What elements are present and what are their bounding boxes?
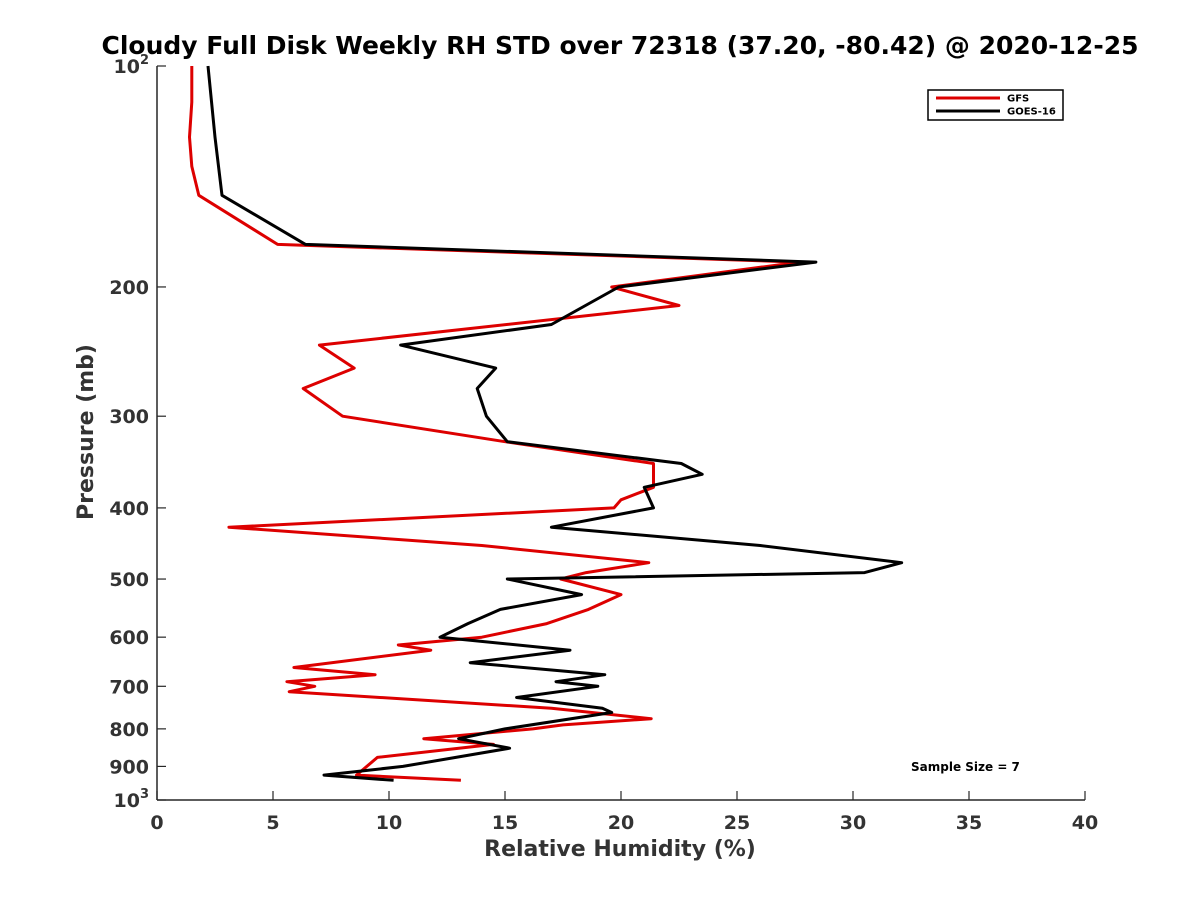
y-axis-ticks: 102 200 300 400 500 600 700 800 900 103 xyxy=(109,53,166,812)
y-tick-label: 500 xyxy=(109,569,149,591)
y-tick-label: 800 xyxy=(109,719,149,741)
y-tick-label: 600 xyxy=(109,627,149,649)
legend-box xyxy=(927,89,1064,121)
x-tick-label: 40 xyxy=(1072,812,1098,834)
y-tick-label: 102 xyxy=(114,53,150,78)
series-layer xyxy=(188,65,904,782)
x-tick-label: 35 xyxy=(956,812,982,834)
x-tick-label: 0 xyxy=(150,812,163,834)
x-tick-label: 15 xyxy=(492,812,518,834)
x-axis-ticks: 0 5 10 15 20 25 30 35 40 xyxy=(150,791,1098,834)
legend-label-goes-16: GOES-16 xyxy=(1007,107,1056,118)
y-tick-label: 200 xyxy=(109,277,149,299)
y-tick-label: 400 xyxy=(109,498,149,520)
y-tick-label: 900 xyxy=(109,756,149,778)
x-tick-label: 30 xyxy=(840,812,866,834)
x-tick-label: 25 xyxy=(724,812,750,834)
legend: GFS GOES-16 xyxy=(927,89,1064,121)
y-axis-label: Pressure (mb) xyxy=(74,344,99,520)
series-line-goes-16 xyxy=(206,65,904,782)
x-axis-label: Relative Humidity (%) xyxy=(484,837,756,862)
y-tick-label: 300 xyxy=(109,406,149,428)
x-tick-label: 5 xyxy=(266,812,279,834)
y-tick-label: 103 xyxy=(114,787,150,812)
series-line-gfs xyxy=(188,66,802,782)
chart-title: Cloudy Full Disk Weekly RH STD over 7231… xyxy=(101,31,1138,60)
legend-label-gfs: GFS xyxy=(1007,94,1029,105)
x-tick-label: 20 xyxy=(608,812,634,834)
y-tick-label: 700 xyxy=(109,676,149,698)
sample-size-annotation: Sample Size = 7 xyxy=(911,760,1020,774)
x-tick-label: 10 xyxy=(376,812,402,834)
